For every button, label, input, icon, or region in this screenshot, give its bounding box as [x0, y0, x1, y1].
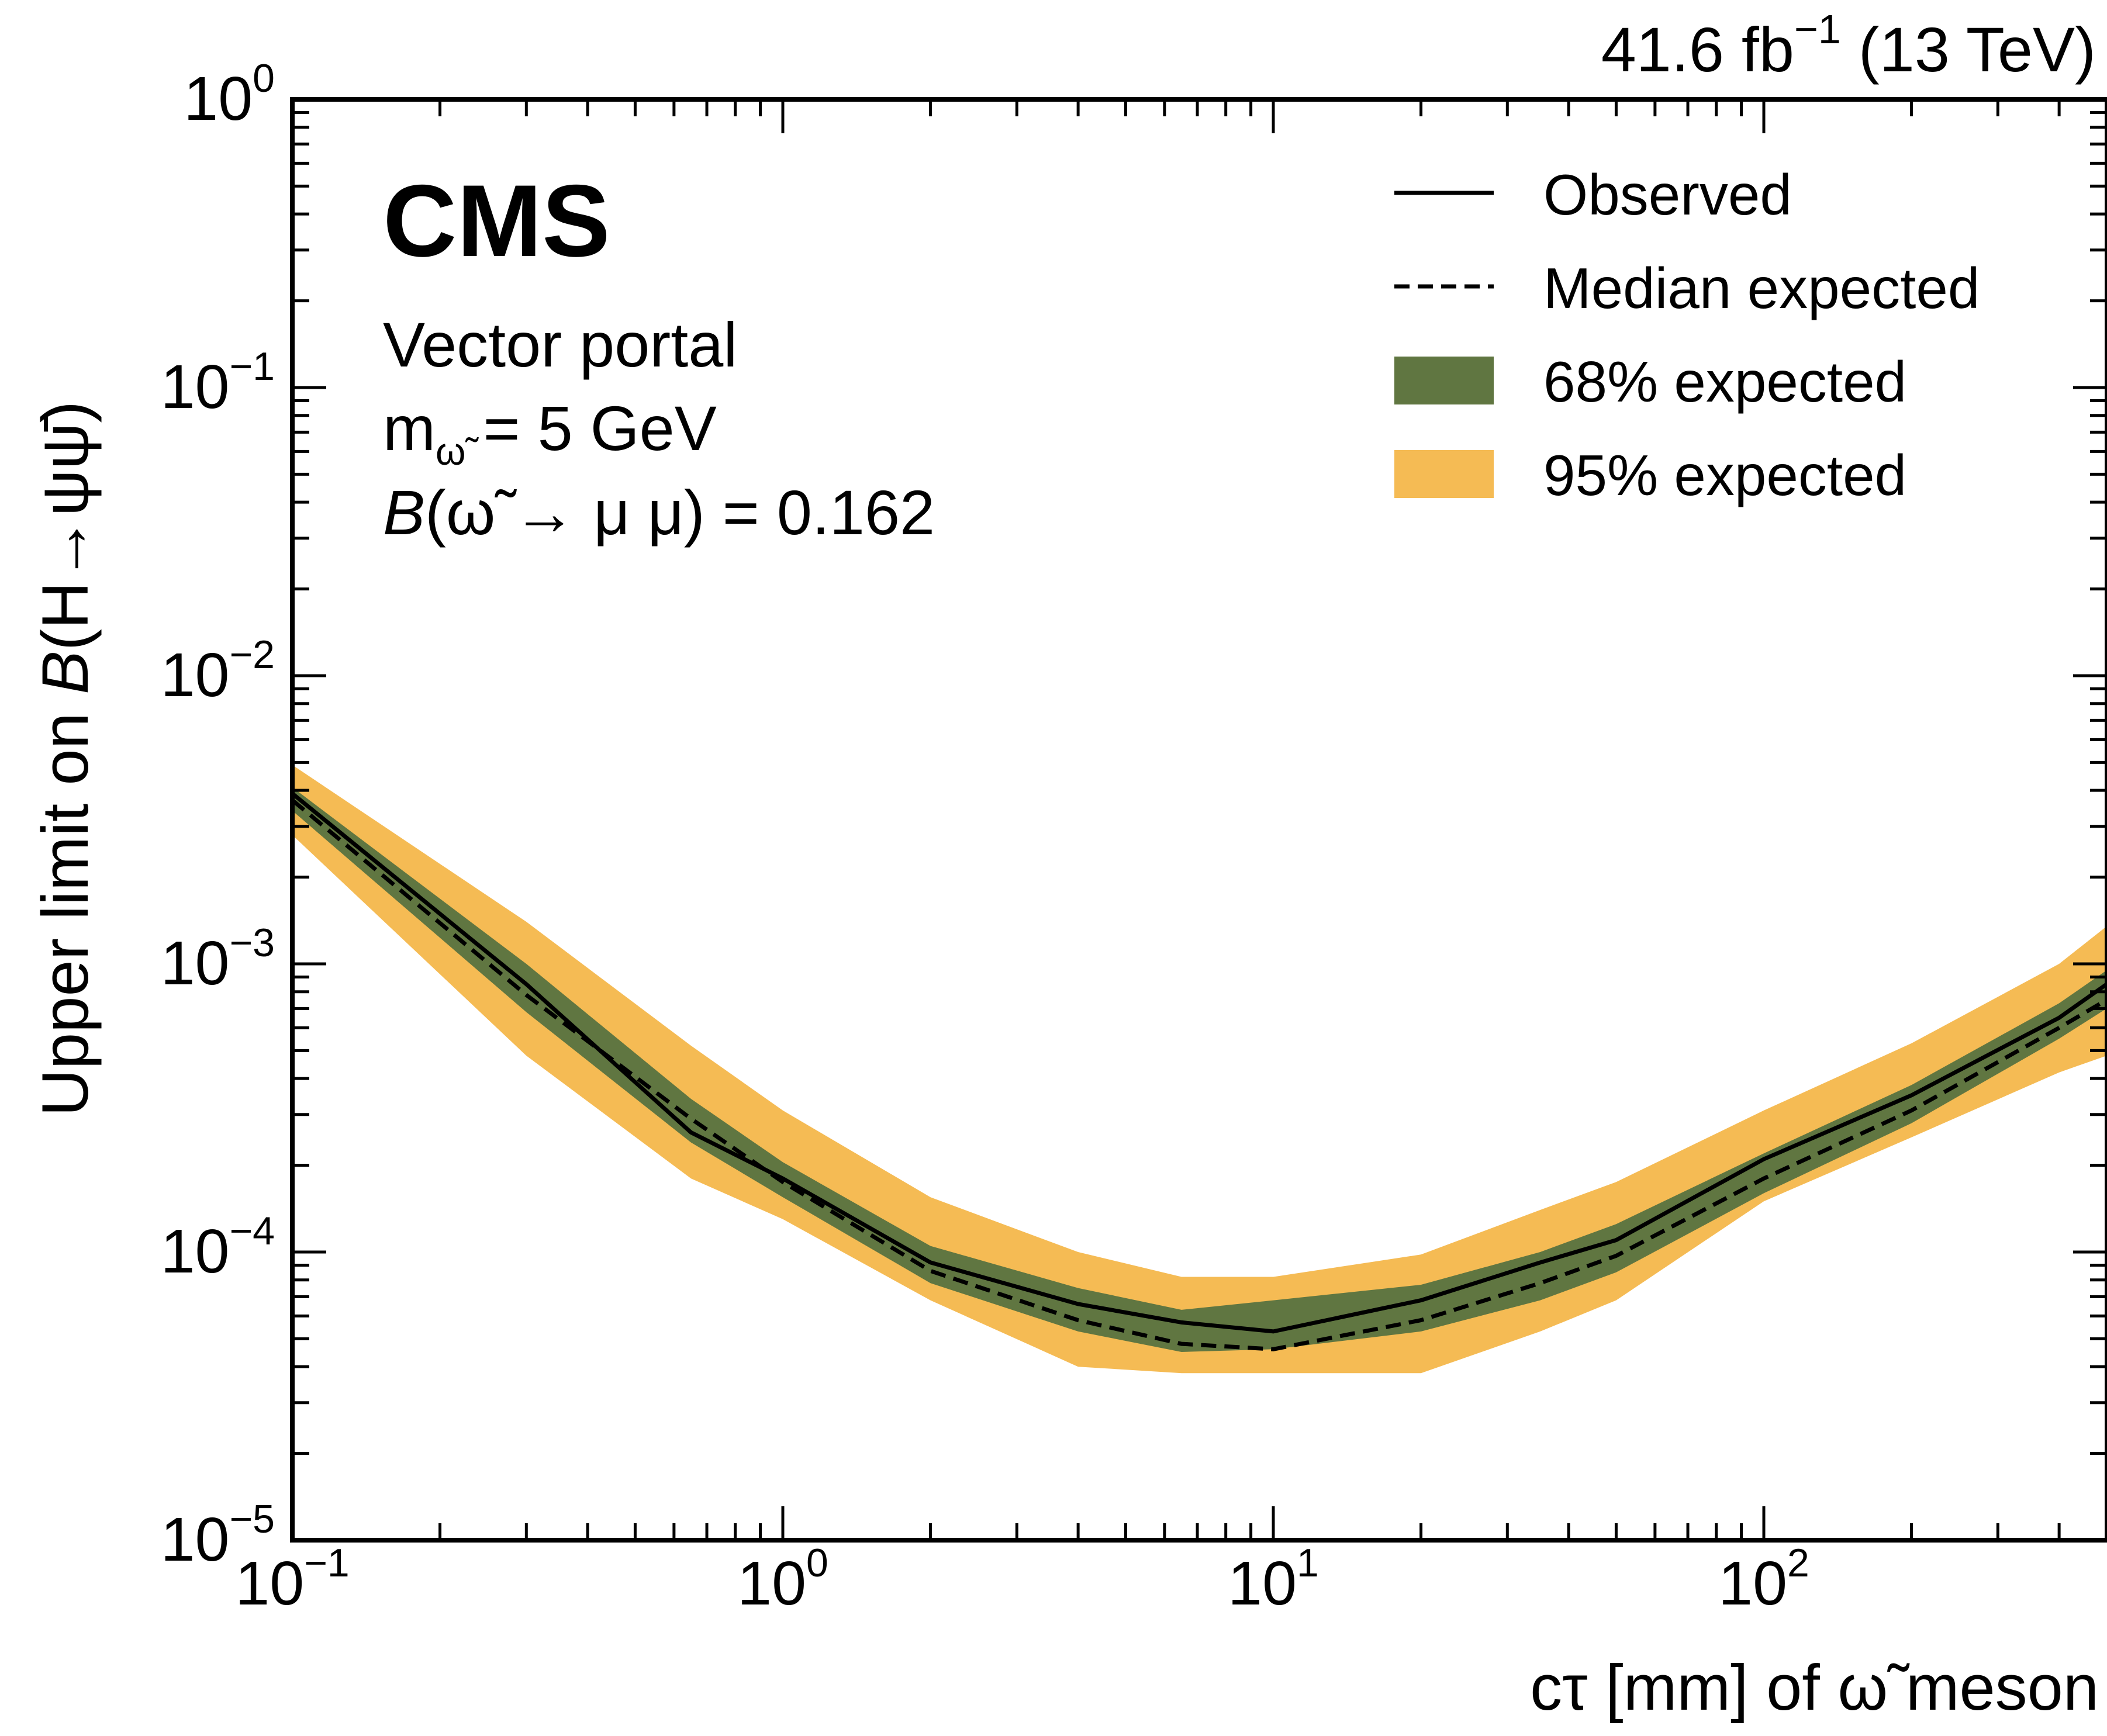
axis-ticks	[291, 98, 2107, 1542]
y-tick-label: 10−5	[161, 1497, 275, 1574]
cms-label: CMS	[383, 164, 610, 278]
legend: Observed Median expected 68% expected 95…	[1394, 162, 1980, 507]
y-tick-label: 10−3	[161, 921, 275, 998]
y-tick-labels: 10−5 10−4 10−3 10−2 10−1 100	[161, 56, 275, 1574]
y-tick-label: 10−1	[161, 344, 275, 421]
band-68-expected	[292, 787, 2107, 1352]
y-tick-label: 10−2	[161, 632, 275, 710]
y-tick-label: 10−4	[161, 1209, 275, 1286]
legend-95-swatch	[1394, 450, 1494, 498]
x-tick-label: 100	[737, 1541, 828, 1618]
branching-ratio-label: B(ω̃ → μ μ) = 0.162	[383, 477, 935, 548]
x-tick-label: 101	[1228, 1541, 1319, 1618]
median-expected-line	[292, 798, 2107, 1351]
x-tick-label: 10−1	[235, 1541, 349, 1618]
luminosity-label: 41.6 fb−1 (13 TeV)	[1601, 6, 2096, 85]
legend-68-swatch	[1394, 357, 1494, 404]
legend-observed-label: Observed	[1543, 162, 1792, 227]
x-tick-label: 102	[1718, 1541, 1809, 1618]
plot-area	[292, 765, 2107, 1374]
legend-95-label: 95% expected	[1543, 443, 1906, 507]
mass-label: mω̃ = 5 GeV	[383, 393, 717, 473]
x-tick-labels: 10−1 100 101 102	[235, 1541, 1809, 1618]
model-label: Vector portal	[383, 309, 737, 380]
legend-68-label: 68% expected	[1543, 350, 1906, 414]
legend-expected-label: Median expected	[1543, 256, 1980, 320]
y-axis-title: Upper limit on B(H→ψψ̄)	[29, 401, 102, 1116]
y-tick-label: 100	[184, 56, 275, 133]
plot-frame	[290, 97, 2107, 1543]
x-axis-title: cτ [mm] of ω̃ meson	[1530, 1652, 2099, 1724]
observed-line	[292, 791, 2107, 1334]
